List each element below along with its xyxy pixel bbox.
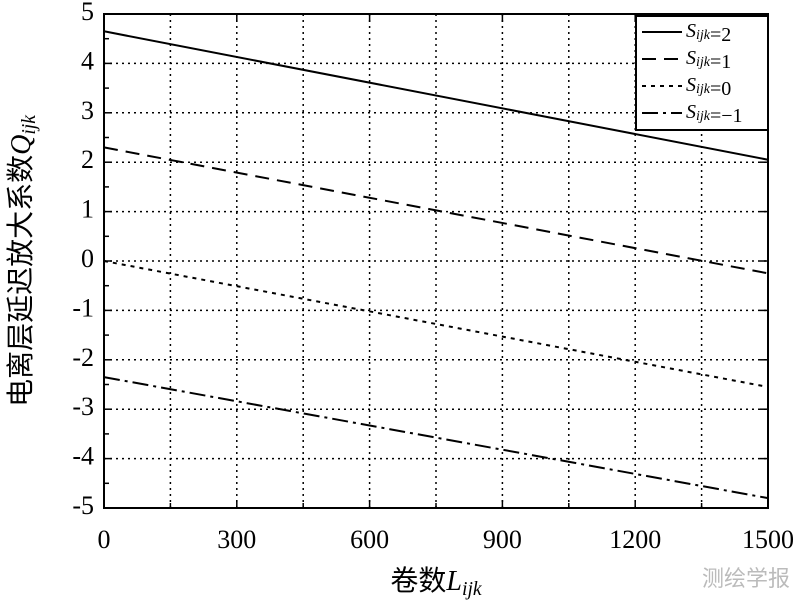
- y-tick-label: -4: [72, 442, 94, 471]
- legend-label: Sijk=0: [686, 74, 731, 100]
- y-tick-label: 2: [81, 145, 94, 174]
- x-tick-label: 300: [217, 525, 256, 554]
- x-tick-label: 600: [350, 525, 389, 554]
- y-tick-label: -1: [72, 293, 94, 322]
- legend-box: [635, 15, 769, 131]
- x-tick-label: 900: [483, 525, 522, 554]
- legend-label: Sijk=2: [686, 20, 731, 46]
- y-tick-label: 5: [81, 0, 94, 26]
- watermark: 测绘学报: [702, 567, 790, 592]
- x-tick-label: 1500: [742, 525, 794, 554]
- legend-label: Sijk=1: [686, 47, 731, 73]
- y-tick-label: 4: [81, 46, 94, 75]
- y-tick-label: -2: [72, 343, 94, 372]
- y-tick-label: 0: [81, 244, 94, 273]
- series-line: [103, 146, 769, 275]
- y-axis-label: 电离层延迟放大系数Qijk: [5, 115, 39, 407]
- legend-label: Sijk=−1: [686, 101, 743, 127]
- x-axis-label: 卷数Lijk: [390, 565, 481, 599]
- x-tick-label: 1200: [609, 525, 661, 554]
- y-tick-label: 3: [81, 96, 94, 125]
- x-tick-label: 0: [98, 525, 111, 554]
- y-tick-label: -5: [72, 491, 94, 520]
- series-line: [103, 376, 769, 500]
- y-tick-label: -3: [72, 392, 94, 421]
- y-tick-label: 1: [81, 195, 94, 224]
- series-line: [103, 30, 769, 161]
